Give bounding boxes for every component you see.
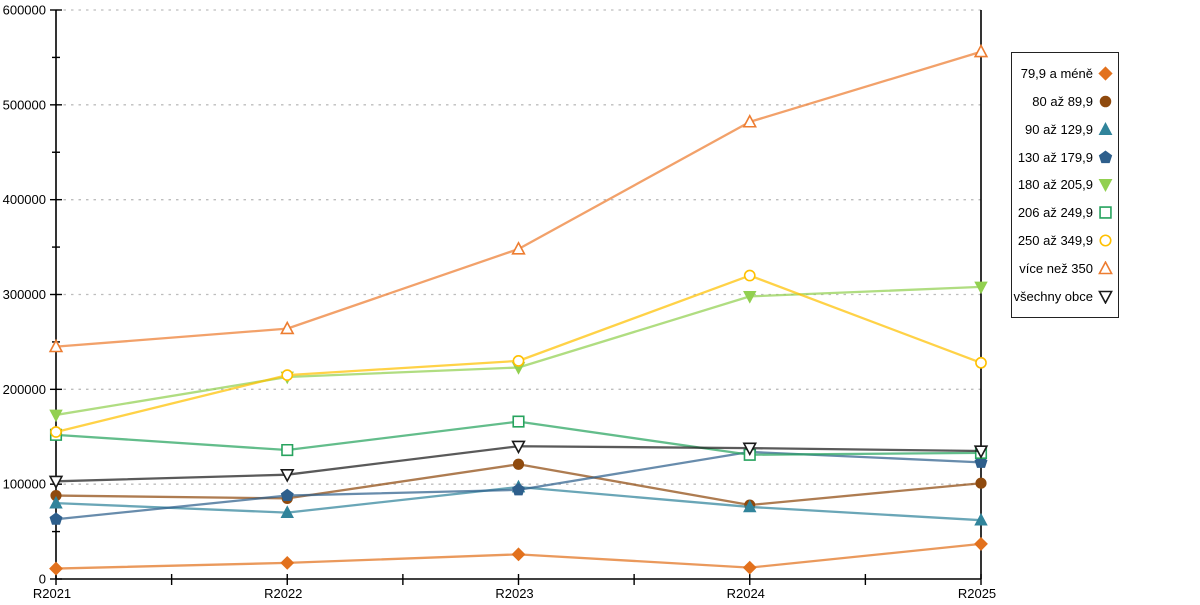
filled-triangle-up-marker-icon [280, 505, 294, 518]
legend-marker [1098, 261, 1113, 275]
legend-item: 90 až 129,9 [1012, 122, 1118, 137]
filled-triangle-down-marker-icon [974, 281, 988, 295]
open-triangle-down-marker-icon [48, 475, 64, 490]
legend: 79,9 a méně 80 až 89,9 90 až 129,9 130 až 1… [1011, 52, 1119, 318]
legend-marker [1098, 179, 1113, 193]
filled-pentagon-marker-icon [512, 483, 525, 496]
open-circle-marker-icon [50, 426, 62, 438]
legend-marker [1098, 150, 1113, 163]
legend-label: 130 až 179,9 [1017, 149, 1093, 165]
filled-pentagon-marker-icon [49, 512, 63, 525]
open-triangle-up-marker-icon [48, 338, 64, 353]
filled-triangle-up-icon [1098, 121, 1113, 135]
open-triangle-down-marker-icon [973, 445, 989, 459]
series-line [55, 50, 982, 348]
open-triangle-up-marker-icon [742, 114, 757, 128]
filled-circle-marker-icon [512, 458, 525, 470]
filled-circle-marker-icon [975, 477, 987, 489]
open-square-marker-icon [281, 443, 294, 457]
filled-circle-icon [1099, 95, 1112, 108]
x-tick-label: R2021 [33, 586, 71, 600]
legend-marker [1098, 290, 1113, 305]
legend-marker [1099, 95, 1112, 108]
legend-item: 250 až 349,9 [1012, 233, 1118, 248]
x-tick-label: R2022 [264, 586, 302, 600]
filled-diamond-marker-icon [49, 561, 63, 576]
open-circle-marker-icon [975, 356, 987, 369]
x-tick-label: R2024 [727, 586, 765, 600]
open-triangle-up-icon [1098, 261, 1113, 275]
y-tick-label: 100000 [3, 477, 46, 492]
y-tick-label: 600000 [3, 3, 46, 18]
legend-label: 206 až 249,9 [1017, 205, 1093, 221]
legend-item: 130 až 179,9 [1012, 150, 1118, 165]
filled-diamond-marker-icon [511, 547, 526, 562]
y-tick-label: 300000 [3, 287, 46, 302]
filled-triangle-up-marker-icon [743, 499, 757, 513]
open-triangle-down-marker-icon [511, 440, 526, 455]
filled-diamond-icon [1098, 66, 1113, 81]
y-tick-label: 500000 [3, 97, 46, 112]
open-square-marker-icon [512, 415, 525, 428]
legend-marker [1098, 66, 1113, 81]
y-tick-label: 400000 [3, 192, 46, 207]
filled-pentagon-icon [1098, 150, 1113, 163]
legend-label: 79,9 a méně [1020, 65, 1093, 81]
open-triangle-down-marker-icon [742, 442, 757, 457]
open-triangle-up-marker-icon [280, 320, 295, 335]
open-triangle-up-marker-icon [511, 241, 526, 255]
filled-triangle-down-marker-icon [49, 409, 63, 423]
filled-triangle-up-marker-icon [49, 495, 63, 509]
open-triangle-down-icon [1098, 290, 1113, 305]
x-tick-label: R2023 [495, 586, 533, 600]
legend-marker [1099, 206, 1112, 220]
open-triangle-up-marker-icon [973, 43, 989, 58]
legend-item: 80 až 89,9 [1012, 94, 1118, 109]
legend-label: více než 350 [1019, 261, 1093, 277]
open-triangle-down-marker-icon [280, 469, 295, 483]
legend-item: více než 350 [1012, 261, 1118, 276]
series-line [55, 274, 982, 434]
open-square-icon [1099, 206, 1112, 220]
series-line [55, 285, 982, 417]
y-tick-label: 0 [39, 572, 46, 587]
legend-label: 250 až 349,9 [1017, 233, 1093, 249]
legend-label: 80 až 89,9 [1032, 93, 1093, 109]
open-circle-marker-icon [512, 354, 525, 367]
legend-item: 79,9 a méně [1012, 66, 1118, 81]
open-circle-icon [1099, 234, 1112, 247]
legend-item: 180 až 205,9 [1012, 177, 1118, 192]
filled-triangle-down-marker-icon [743, 291, 757, 304]
legend-label: 180 až 205,9 [1017, 177, 1093, 193]
legend-label: 90 až 129,9 [1025, 121, 1093, 137]
filled-diamond-marker-icon [742, 560, 757, 575]
filled-triangle-up-marker-icon [974, 512, 988, 526]
filled-diamond-marker-icon [974, 537, 988, 551]
legend-label: všechny obce [1013, 289, 1094, 305]
legend-marker [1098, 121, 1113, 135]
open-circle-marker-icon [743, 269, 756, 282]
legend-item: všechny obce [1012, 289, 1118, 305]
filled-pentagon-marker-icon [280, 488, 294, 502]
filled-diamond-marker-icon [280, 555, 295, 570]
filled-pentagon-marker-icon [974, 455, 988, 468]
open-circle-marker-icon [281, 369, 294, 381]
y-tick-label: 200000 [3, 382, 46, 397]
filled-triangle-down-icon [1098, 179, 1113, 193]
x-tick-label: R2025 [958, 586, 996, 600]
legend-item: 206 až 249,9 [1012, 205, 1118, 220]
legend-marker [1099, 234, 1112, 247]
